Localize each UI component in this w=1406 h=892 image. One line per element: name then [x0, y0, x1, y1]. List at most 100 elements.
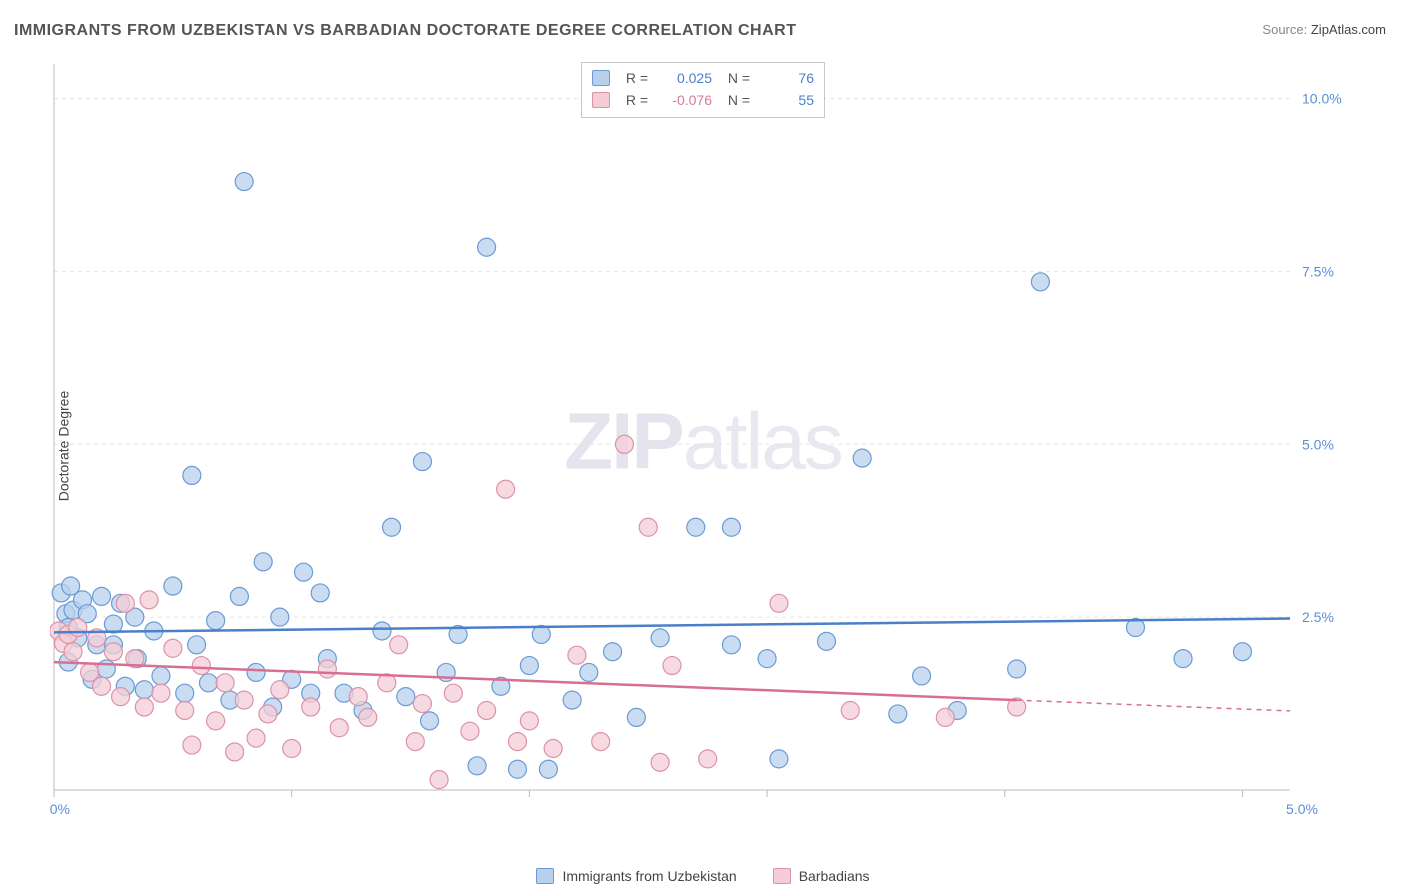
scatter-point: [140, 591, 158, 609]
legend-item: Immigrants from Uzbekistan: [536, 868, 736, 884]
scatter-point: [461, 722, 479, 740]
scatter-point: [271, 681, 289, 699]
legend-swatch-icon: [536, 868, 554, 884]
scatter-point: [1031, 273, 1049, 291]
svg-text:5.0%: 5.0%: [1286, 801, 1318, 817]
legend-swatch-icon: [773, 868, 791, 884]
legend-swatch-icon: [592, 92, 610, 108]
scatter-point: [592, 733, 610, 751]
r-value: 0.025: [656, 70, 712, 86]
scatter-point: [406, 733, 424, 751]
source-label: Source:: [1262, 22, 1307, 37]
scatter-point: [913, 667, 931, 685]
scatter-point: [235, 691, 253, 709]
scatter-point: [207, 712, 225, 730]
scatter-point: [164, 639, 182, 657]
scatter-point: [770, 750, 788, 768]
scatter-point: [563, 691, 581, 709]
scatter-point: [758, 650, 776, 668]
scatter-point: [359, 708, 377, 726]
scatter-point: [302, 698, 320, 716]
scatter-point: [152, 684, 170, 702]
stats-row: R = -0.076 N = 55: [592, 89, 814, 111]
svg-text:2.5%: 2.5%: [1302, 609, 1334, 625]
svg-text:10.0%: 10.0%: [1302, 91, 1342, 107]
scatter-point: [722, 636, 740, 654]
svg-text:0.0%: 0.0%: [50, 801, 70, 817]
scatter-point: [104, 643, 122, 661]
svg-text:7.5%: 7.5%: [1302, 263, 1334, 279]
scatter-point: [226, 743, 244, 761]
scatter-point: [176, 701, 194, 719]
scatter-point: [216, 674, 234, 692]
scatter-point: [544, 740, 562, 758]
trend-line: [54, 619, 1290, 633]
scatter-point: [271, 608, 289, 626]
scatter-point: [722, 518, 740, 536]
scatter-point: [164, 577, 182, 595]
scatter-point: [936, 708, 954, 726]
scatter-point: [390, 636, 408, 654]
scatter-point: [651, 629, 669, 647]
scatter-point: [318, 660, 336, 678]
scatter-point: [478, 238, 496, 256]
scatter-point: [639, 518, 657, 536]
scatter-point: [1008, 660, 1026, 678]
scatter-point: [311, 584, 329, 602]
scatter-point: [699, 750, 717, 768]
scatter-point: [295, 563, 313, 581]
scatter-point: [152, 667, 170, 685]
chart-svg: 2.5% 5.0% 7.5% 10.0% 0.0% 5.0%: [50, 60, 1350, 830]
scatter-point: [841, 701, 859, 719]
scatter-point: [135, 698, 153, 716]
scatter-point: [247, 729, 265, 747]
scatter-point: [1233, 643, 1251, 661]
scatter-point: [373, 622, 391, 640]
legend-label: Barbadians: [799, 868, 870, 884]
legend-label: Immigrants from Uzbekistan: [562, 868, 736, 884]
scatter-point: [509, 760, 527, 778]
plot-area: 2.5% 5.0% 7.5% 10.0% 0.0% 5.0%: [50, 60, 1350, 830]
scatter-point: [413, 453, 431, 471]
scatter-point: [497, 480, 515, 498]
scatter-point: [818, 632, 836, 650]
chart-container: IMMIGRANTS FROM UZBEKISTAN VS BARBADIAN …: [0, 0, 1406, 892]
scatter-point: [200, 674, 218, 692]
scatter-point: [349, 688, 367, 706]
scatter-point: [104, 615, 122, 633]
scatter-point: [853, 449, 871, 467]
scatter-point: [539, 760, 557, 778]
source-attribution: Source: ZipAtlas.com: [1262, 22, 1386, 37]
stats-legend-box: R = 0.025 N = 76 R = -0.076 N = 55: [581, 62, 825, 118]
scatter-point: [93, 587, 111, 605]
chart-title: IMMIGRANTS FROM UZBEKISTAN VS BARBADIAN …: [14, 22, 796, 40]
scatter-point: [235, 173, 253, 191]
scatter-point: [444, 684, 462, 702]
scatter-point: [430, 771, 448, 789]
scatter-point: [615, 435, 633, 453]
scatter-point: [468, 757, 486, 775]
scatter-point: [183, 466, 201, 484]
scatter-point: [135, 681, 153, 699]
scatter-point: [254, 553, 272, 571]
scatter-point: [580, 663, 598, 681]
legend-swatch-icon: [592, 70, 610, 86]
scatter-point: [687, 518, 705, 536]
scatter-point: [1174, 650, 1192, 668]
scatter-point: [383, 518, 401, 536]
scatter-point: [64, 643, 82, 661]
scatter-point: [421, 712, 439, 730]
scatter-point: [568, 646, 586, 664]
scatter-point: [69, 619, 87, 637]
scatter-point: [112, 688, 130, 706]
svg-text:5.0%: 5.0%: [1302, 436, 1334, 452]
scatter-point: [207, 612, 225, 630]
scatter-point: [520, 657, 538, 675]
scatter-point: [509, 733, 527, 751]
n-label: N =: [720, 92, 750, 108]
scatter-point: [176, 684, 194, 702]
scatter-point: [520, 712, 538, 730]
scatter-point: [330, 719, 348, 737]
scatter-point: [478, 701, 496, 719]
bottom-legend: Immigrants from Uzbekistan Barbadians: [0, 868, 1406, 884]
